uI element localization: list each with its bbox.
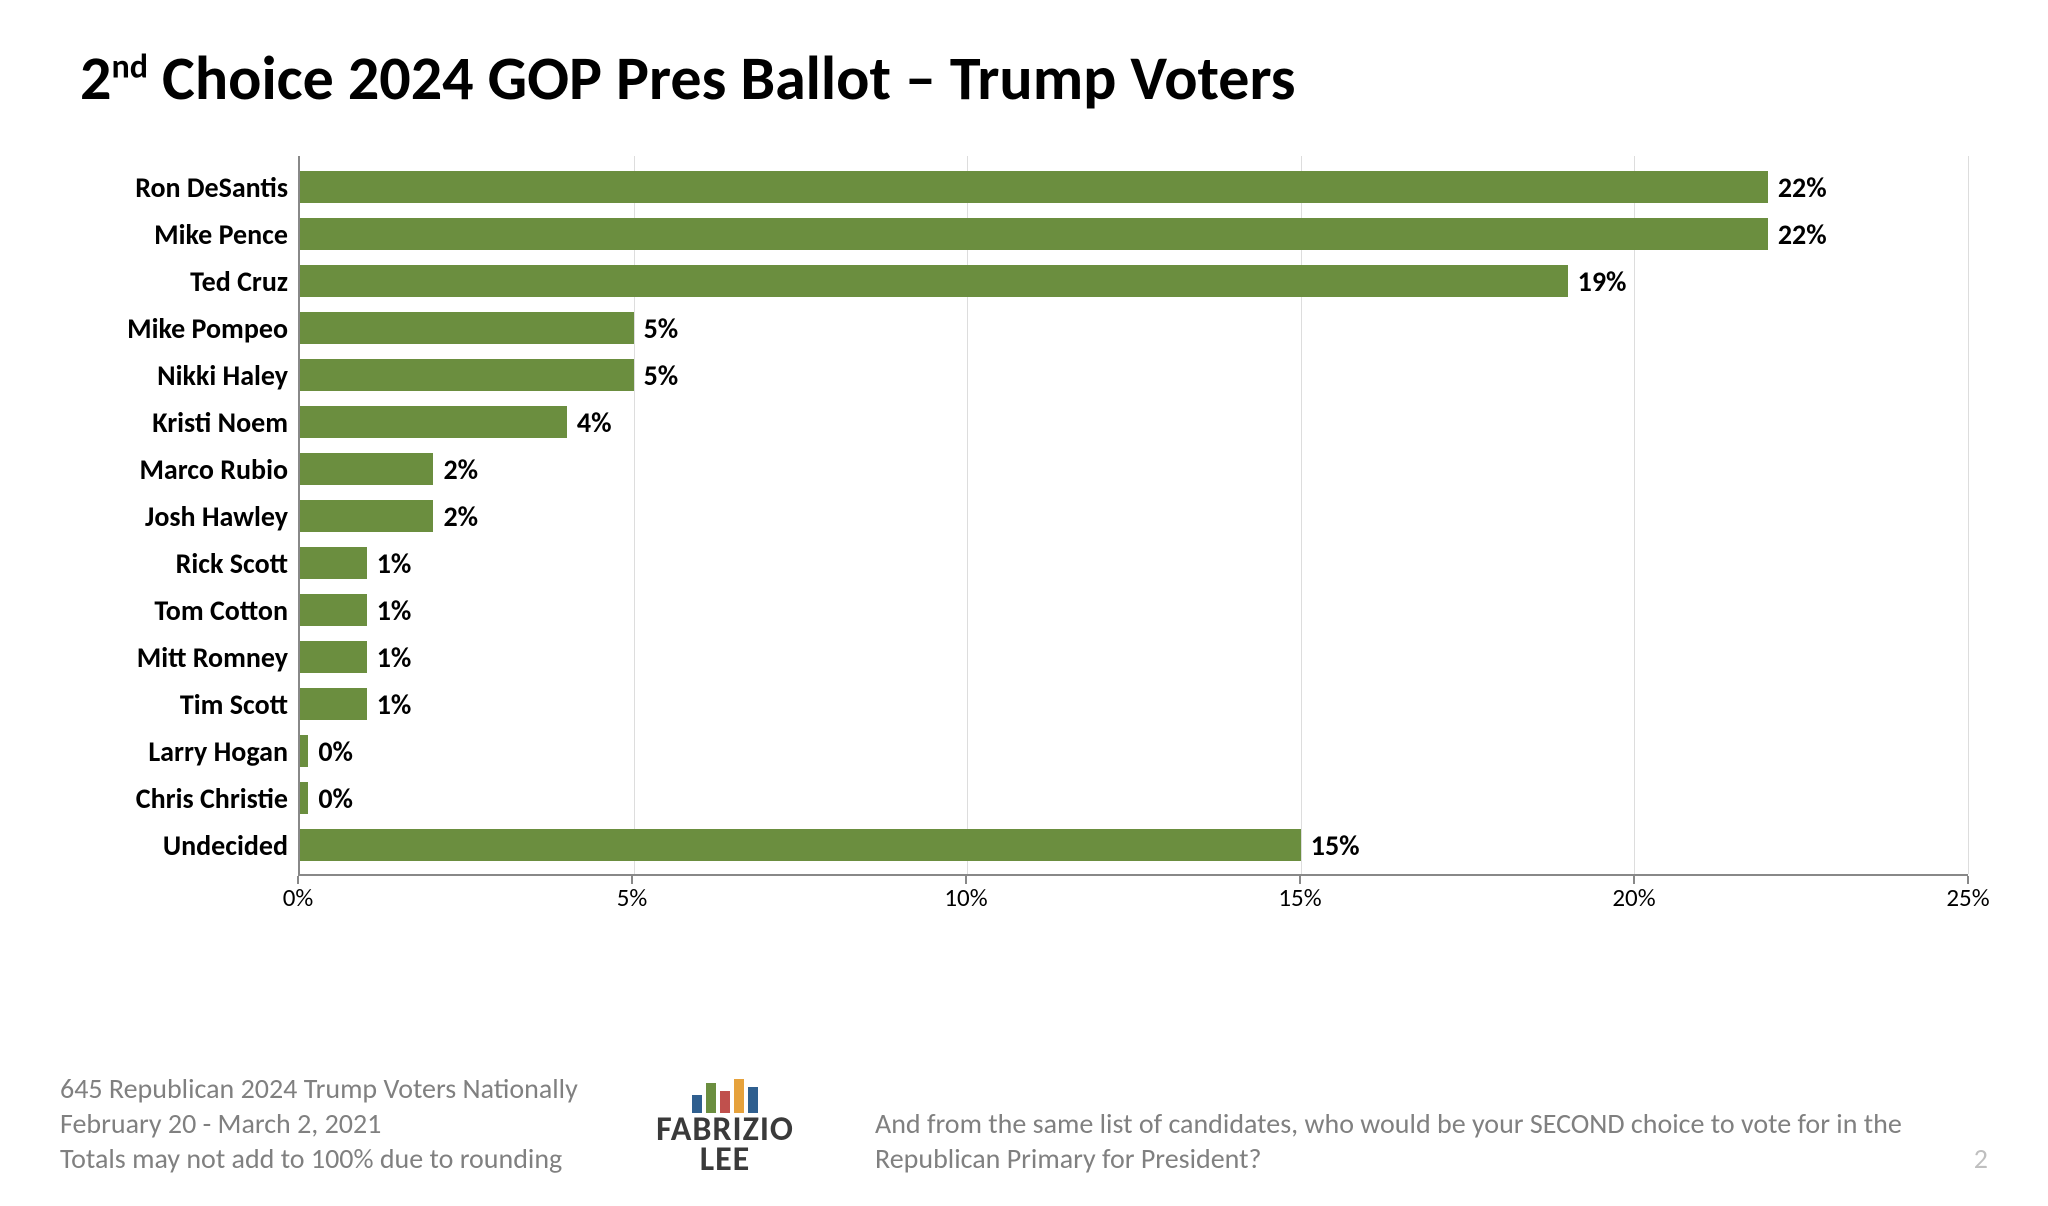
y-axis-label: Tim Scott	[80, 681, 298, 728]
footer: 645 Republican 2024 Trump Voters Nationa…	[60, 1071, 1988, 1176]
y-axis-label: Nikki Haley	[80, 352, 298, 399]
bar-value-label: 1%	[377, 687, 412, 722]
logo-bar	[734, 1079, 744, 1113]
bar	[300, 782, 308, 814]
bar-row: 1%	[300, 641, 1968, 673]
x-tick-label: 15%	[1278, 882, 1321, 913]
slide-title: 2nd Choice 2024 GOP Pres Ballot – Trump …	[80, 40, 1968, 116]
bar	[300, 735, 308, 767]
plot-area: 22% 22% 19% 5% 5% 4% 2% 2% 1% 1% 1% 1% 0% 0% 15%	[298, 156, 1968, 876]
x-axis: 0%5%10%15%20%25%	[298, 876, 1968, 916]
bar-row: 5%	[300, 359, 1968, 391]
y-axis-label: Undecided	[80, 822, 298, 869]
footer-left-line: February 20 - March 2, 2021	[60, 1106, 605, 1141]
footer-left-line: 645 Republican 2024 Trump Voters Nationa…	[60, 1071, 605, 1106]
bar-row: 15%	[300, 829, 1968, 861]
bar-row: 5%	[300, 312, 1968, 344]
plot-column: 22% 22% 19% 5% 5% 4% 2% 2% 1% 1% 1% 1% 0% 0% 15% 0% 5% 1…	[298, 156, 1968, 916]
x-tick-label: 25%	[1946, 882, 1989, 913]
bar-value-label: 2%	[443, 499, 478, 534]
bar-value-label: 5%	[644, 311, 679, 346]
footer-right: And from the same list of candidates, wh…	[845, 1106, 1988, 1176]
logo-bars-icon	[692, 1075, 758, 1113]
bar-row: 2%	[300, 453, 1968, 485]
bar	[300, 171, 1768, 203]
bar-value-label: 22%	[1778, 217, 1827, 252]
bar-value-label: 1%	[377, 593, 412, 628]
y-axis-label: Ron DeSantis	[80, 164, 298, 211]
bar-row: 4%	[300, 406, 1968, 438]
bar-value-label: 15%	[1311, 828, 1360, 863]
y-axis-label: Kristi Noem	[80, 399, 298, 446]
bar-value-label: 0%	[318, 734, 353, 769]
page-number: 2	[1974, 1141, 1988, 1176]
bar	[300, 218, 1768, 250]
bar	[300, 453, 433, 485]
bar-value-label: 4%	[577, 405, 612, 440]
gridline	[1968, 156, 1969, 874]
y-axis-label: Chris Christie	[80, 775, 298, 822]
bar-value-label: 5%	[644, 358, 679, 393]
bar-row: 1%	[300, 594, 1968, 626]
x-tick-label: 5%	[617, 882, 648, 913]
bar-value-label: 2%	[443, 452, 478, 487]
bar-value-label: 1%	[377, 640, 412, 675]
bar-row: 1%	[300, 688, 1968, 720]
y-axis-labels: Ron DeSantisMike PenceTed CruzMike Pompe…	[80, 156, 298, 876]
bar	[300, 547, 367, 579]
bar	[300, 829, 1301, 861]
bar	[300, 312, 634, 344]
bar	[300, 688, 367, 720]
bar-value-label: 19%	[1578, 264, 1627, 299]
y-axis-label: Mike Pompeo	[80, 305, 298, 352]
x-tick-label: 20%	[1612, 882, 1655, 913]
bar	[300, 641, 367, 673]
bar-value-label: 22%	[1778, 170, 1827, 205]
logo-line2: LEE	[656, 1145, 794, 1176]
x-tick-label: 10%	[944, 882, 987, 913]
y-axis-label: Mitt Romney	[80, 634, 298, 681]
bar-chart: Ron DeSantisMike PenceTed CruzMike Pompe…	[80, 156, 1968, 916]
y-axis-label: Marco Rubio	[80, 446, 298, 493]
y-axis-label: Mike Pence	[80, 211, 298, 258]
bar-row: 22%	[300, 218, 1968, 250]
bar-row: 0%	[300, 735, 1968, 767]
bar	[300, 594, 367, 626]
bar-row: 1%	[300, 547, 1968, 579]
bar-value-label: 0%	[318, 781, 353, 816]
bar	[300, 500, 433, 532]
logo-text: FABRIZIO LEE	[656, 1115, 794, 1176]
bar	[300, 265, 1568, 297]
slide: 2nd Choice 2024 GOP Pres Ballot – Trump …	[0, 0, 2048, 1206]
bar-row: 0%	[300, 782, 1968, 814]
y-axis-label: Ted Cruz	[80, 258, 298, 305]
y-axis-label: Josh Hawley	[80, 493, 298, 540]
bar	[300, 406, 567, 438]
y-axis-label: Tom Cotton	[80, 587, 298, 634]
bar-row: 22%	[300, 171, 1968, 203]
footer-question-text: And from the same list of candidates, wh…	[875, 1106, 1954, 1176]
bar	[300, 359, 634, 391]
x-tick-label: 0%	[283, 882, 314, 913]
bar-row: 19%	[300, 265, 1968, 297]
bar-row: 2%	[300, 500, 1968, 532]
footer-left-line: Totals may not add to 100% due to roundi…	[60, 1141, 605, 1176]
y-axis-label: Rick Scott	[80, 540, 298, 587]
footer-logo: FABRIZIO LEE	[605, 1075, 845, 1176]
footer-left-text: 645 Republican 2024 Trump Voters Nationa…	[60, 1071, 605, 1176]
y-axis-label: Larry Hogan	[80, 728, 298, 775]
bar-value-label: 1%	[377, 546, 412, 581]
